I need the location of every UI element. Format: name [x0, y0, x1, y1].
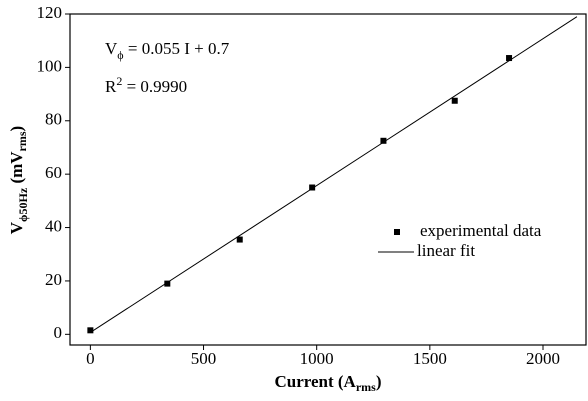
annotation-sup: 2 [116, 74, 122, 88]
y-label-sub: rms [15, 131, 29, 151]
x-label-text: Current (A [274, 372, 356, 391]
x-tick-label: 1500 [413, 349, 447, 368]
y-tick-label: 100 [37, 56, 63, 75]
y-label-text: V [7, 221, 26, 234]
x-tick-label: 1000 [300, 349, 334, 368]
legend-label: linear fit [417, 241, 475, 260]
data-point [164, 280, 171, 287]
y-tick-label: 60 [45, 163, 62, 182]
legend-marker [394, 229, 400, 235]
annotation-tail: = 0.055 I + 0.7 [124, 39, 230, 58]
annotation: Vϕ = 0.055 I + 0.7 [105, 39, 230, 62]
annotation-tail: = 0.9990 [122, 77, 187, 96]
data-point [506, 55, 513, 62]
y-tick-label: 120 [37, 3, 63, 22]
x-tick-label: 500 [191, 349, 217, 368]
y-label-tail: ) [7, 126, 26, 132]
annotation-text: V [105, 39, 118, 58]
annotation-sub: ϕ [117, 48, 123, 62]
annotation: R2 = 0.9990 [105, 74, 187, 96]
y-axis-label: Vϕ50Hz (mVrms) [7, 126, 30, 234]
x-axis-label: Current (Arms) [274, 372, 381, 394]
y-tick-label: 20 [45, 270, 62, 289]
annotation-text: R [105, 77, 117, 96]
x-label-sub: rms [356, 380, 376, 394]
x-tick-label: 2000 [526, 349, 560, 368]
y-tick-label: 40 [45, 216, 62, 235]
data-point [309, 184, 316, 191]
fit-line [90, 16, 578, 333]
data-point [87, 327, 94, 334]
y-label-sub: ϕ50Hz [16, 187, 30, 222]
y-tick-label: 0 [54, 323, 63, 342]
y-label-mid: (mV [7, 151, 26, 188]
x-tick-label: 0 [86, 349, 95, 368]
y-tick-label: 80 [45, 110, 62, 129]
data-point [380, 137, 387, 144]
data-point [451, 97, 458, 104]
x-label-tail: ) [376, 372, 382, 391]
plot-frame [69, 13, 587, 346]
data-point [236, 236, 243, 243]
legend-label: experimental data [420, 221, 542, 240]
